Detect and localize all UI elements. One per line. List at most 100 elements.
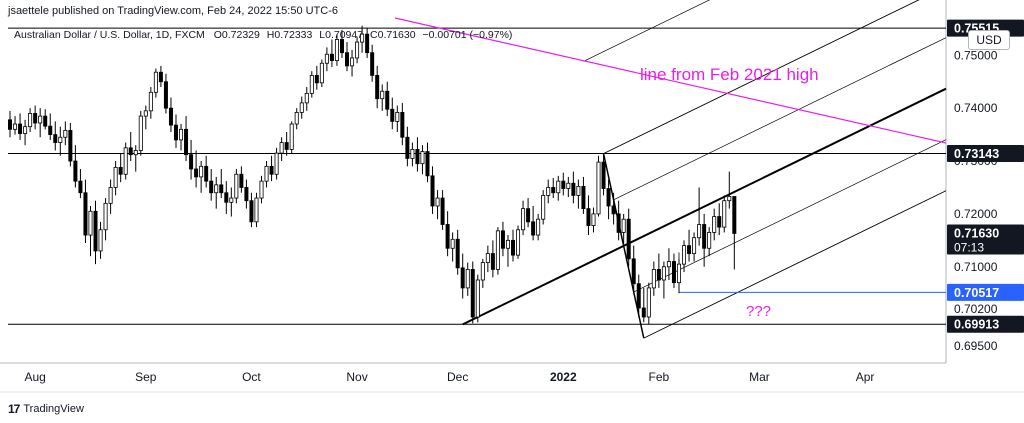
candle bbox=[460, 253, 465, 299]
candle-body-up bbox=[682, 245, 687, 265]
candle-body-up bbox=[621, 218, 626, 233]
candle bbox=[666, 248, 671, 280]
candle bbox=[435, 190, 440, 220]
candle-body-down bbox=[656, 269, 661, 281]
candle bbox=[566, 176, 571, 197]
candle bbox=[626, 208, 631, 267]
countdown-label: 07:13 bbox=[954, 240, 984, 254]
candle-body-up bbox=[179, 128, 184, 141]
candle bbox=[500, 221, 505, 257]
candle bbox=[309, 71, 314, 98]
candle-body-down bbox=[78, 180, 83, 194]
candle bbox=[48, 113, 53, 140]
candle bbox=[682, 240, 687, 273]
y-tick-label: 0.72000 bbox=[954, 207, 998, 221]
candle bbox=[440, 190, 445, 230]
candle bbox=[561, 172, 566, 196]
candle-body-up bbox=[133, 150, 138, 156]
candle-body-up bbox=[334, 39, 339, 61]
candle-body-down bbox=[339, 39, 344, 54]
candle-body-down bbox=[249, 200, 254, 223]
candle bbox=[571, 171, 576, 204]
candle bbox=[505, 235, 510, 267]
chart-grid bbox=[0, 0, 1024, 393]
candle bbox=[450, 232, 455, 262]
candle bbox=[671, 253, 676, 288]
candle bbox=[722, 195, 727, 233]
candle-body-up bbox=[360, 33, 365, 43]
candle-body-up bbox=[485, 253, 490, 263]
candle-body-down bbox=[586, 208, 591, 226]
candle bbox=[415, 137, 420, 172]
candle bbox=[656, 253, 661, 288]
candle-body-down bbox=[581, 186, 586, 210]
candle-body-down bbox=[173, 124, 178, 141]
candle bbox=[224, 181, 229, 214]
candles-layer bbox=[7, 25, 737, 325]
x-tick-label: 2022 bbox=[550, 370, 577, 384]
candle bbox=[103, 198, 108, 241]
close-value: 0.71630 bbox=[377, 29, 416, 41]
time-axis[interactable]: Aug Sep Oct Nov Dec 2022 Feb Mar Apr bbox=[24, 370, 874, 384]
candle-body-up bbox=[676, 263, 681, 284]
candle-body-down bbox=[470, 269, 475, 318]
candle-body-up bbox=[410, 149, 415, 159]
price-label-bg bbox=[947, 144, 1024, 162]
candle-body-down bbox=[219, 184, 224, 194]
candle bbox=[153, 68, 158, 98]
candle-body-down bbox=[370, 52, 375, 76]
candle-body-down bbox=[636, 283, 641, 309]
candle bbox=[113, 161, 118, 196]
candle bbox=[18, 113, 23, 140]
candle-body-down bbox=[671, 261, 676, 284]
price-label-badge: 0.69913 bbox=[947, 315, 1024, 333]
candle-body-down bbox=[531, 221, 536, 236]
candle bbox=[375, 65, 380, 109]
candle bbox=[676, 258, 681, 294]
candle bbox=[551, 177, 556, 199]
candle bbox=[194, 150, 199, 188]
candle bbox=[702, 213, 707, 267]
price-label-bg bbox=[947, 315, 1024, 333]
candle-body-down bbox=[717, 216, 722, 228]
candle-body-up bbox=[712, 216, 717, 233]
candle-body-up bbox=[661, 266, 666, 281]
price-label-text: 0.73143 bbox=[954, 147, 999, 161]
candle bbox=[38, 108, 43, 138]
candle-body-up bbox=[546, 187, 551, 196]
candle-body-up bbox=[299, 102, 304, 113]
candle-body-down bbox=[500, 230, 505, 249]
candle-body-up bbox=[591, 213, 596, 226]
candle-body-down bbox=[239, 173, 244, 188]
candle bbox=[23, 119, 28, 146]
candle bbox=[58, 126, 63, 156]
candle bbox=[350, 50, 355, 77]
price-axis[interactable]: 0.750000.740000.730000.720000.710000.702… bbox=[947, 19, 1024, 354]
tradingview-brand[interactable]: 17 TradingView bbox=[8, 402, 84, 416]
candle bbox=[214, 176, 219, 209]
candle bbox=[631, 245, 636, 294]
candle-body-up bbox=[380, 90, 385, 100]
candle bbox=[661, 261, 666, 299]
candle-body-down bbox=[626, 218, 631, 260]
annotation-trendline-label: line from Feb 2021 high bbox=[640, 65, 819, 84]
candle bbox=[410, 142, 415, 167]
candle bbox=[510, 229, 515, 262]
candle-body-down bbox=[526, 208, 531, 223]
candle-body-down bbox=[158, 71, 163, 83]
candle bbox=[405, 126, 410, 167]
candle-body-up bbox=[722, 200, 727, 228]
candle bbox=[541, 190, 546, 225]
currency-button[interactable]: USD bbox=[968, 30, 1010, 50]
candle-body-up bbox=[465, 269, 470, 289]
y-tick-label: 0.71000 bbox=[954, 260, 998, 274]
candle-body-down bbox=[68, 129, 73, 162]
candle bbox=[118, 153, 123, 183]
candle bbox=[531, 205, 536, 241]
candle bbox=[732, 196, 737, 270]
candle bbox=[199, 161, 204, 193]
candle bbox=[480, 258, 485, 288]
candle-body-down bbox=[641, 307, 646, 318]
candle-body-up bbox=[13, 123, 18, 130]
